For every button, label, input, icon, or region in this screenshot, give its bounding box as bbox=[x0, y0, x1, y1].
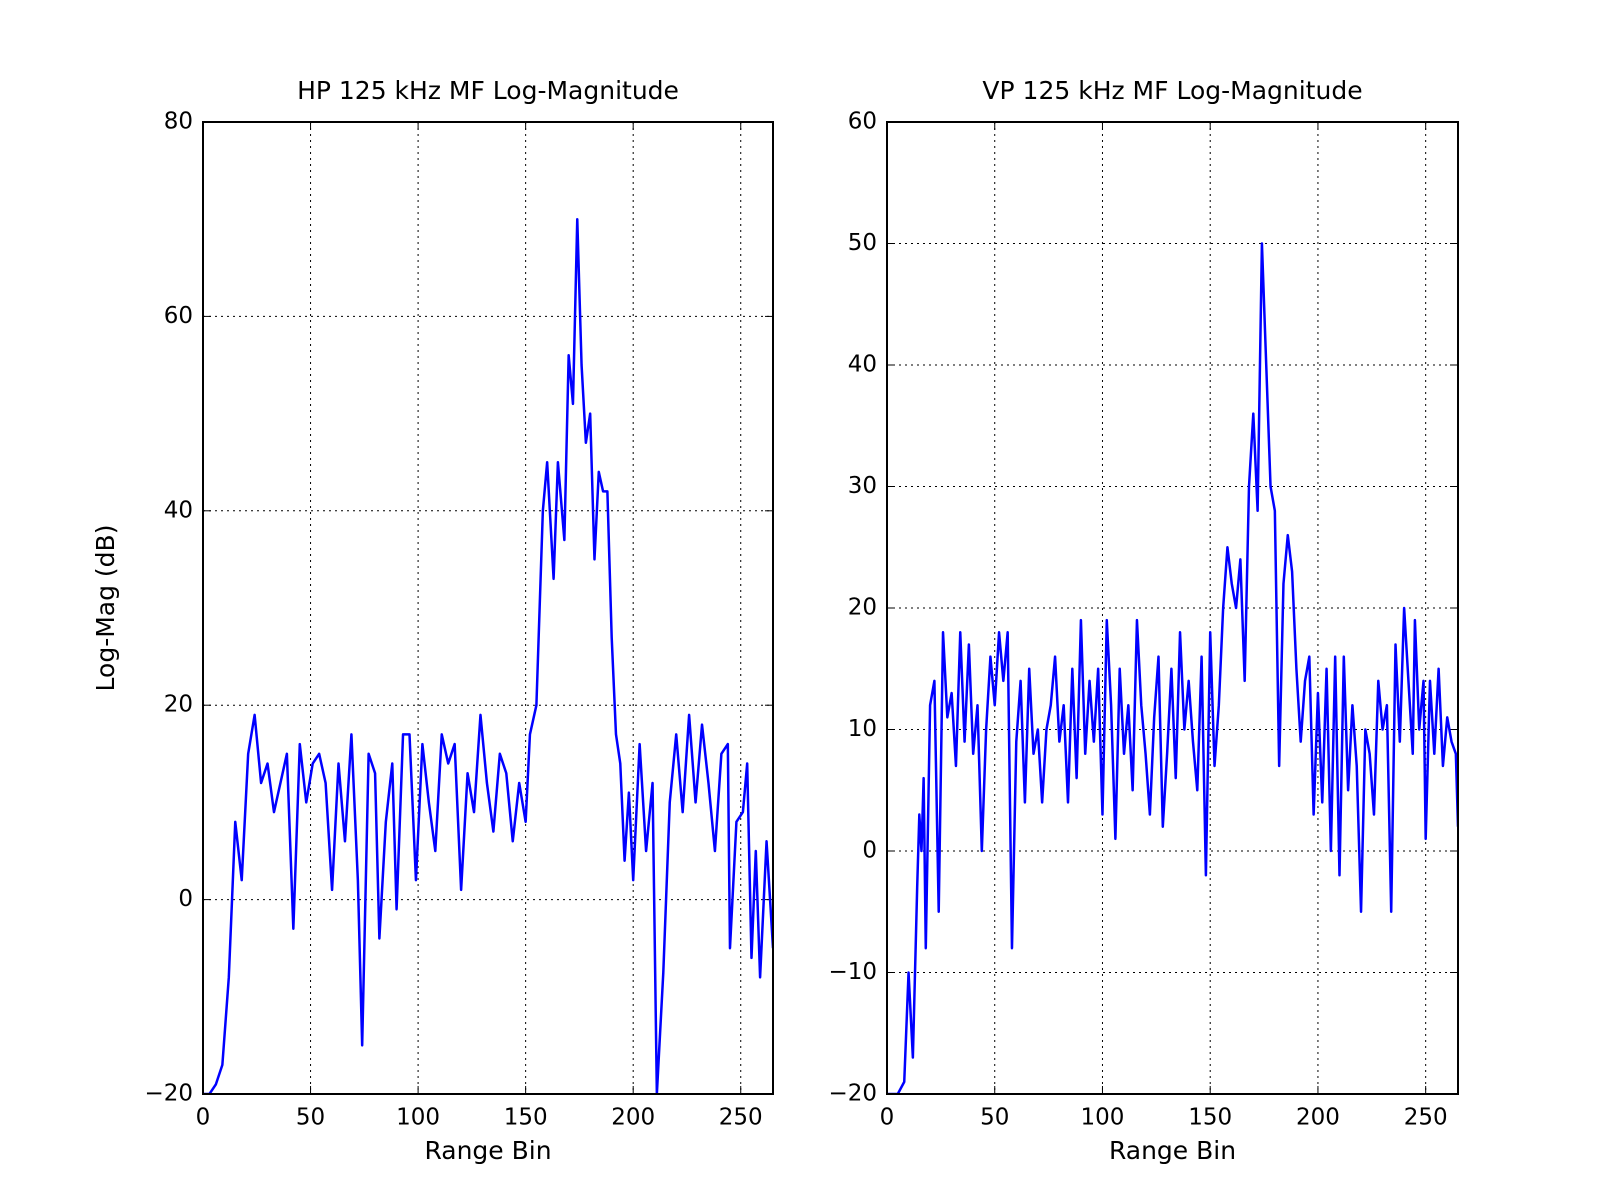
data-line bbox=[203, 217, 773, 1094]
x-tick-label: 200 bbox=[1296, 1105, 1340, 1131]
x-tick-label: 100 bbox=[1081, 1105, 1125, 1131]
x-tick-label: 50 bbox=[296, 1105, 325, 1131]
subplot: HP 125 kHz MF Log-Magnitude−200204060800… bbox=[91, 76, 774, 1165]
y-tick-label: 50 bbox=[848, 230, 877, 256]
y-tick-label: 20 bbox=[164, 692, 193, 718]
x-tick-label: 100 bbox=[396, 1105, 440, 1131]
y-tick-label: 30 bbox=[848, 473, 877, 499]
x-axis-label: Range Bin bbox=[1109, 1136, 1236, 1165]
x-tick-label: 250 bbox=[719, 1105, 763, 1131]
x-tick-label: 200 bbox=[611, 1105, 655, 1131]
chart-title: HP 125 kHz MF Log-Magnitude bbox=[297, 76, 679, 105]
subplot: VP 125 kHz MF Log-Magnitude −20 −10 0 10 20 30… bbox=[828, 76, 1459, 1165]
y-tick-label: −20 bbox=[144, 1081, 193, 1107]
y-tick-label: 0 bbox=[178, 886, 193, 912]
plot-frame bbox=[886, 121, 1459, 1095]
y-tick-label: −10 bbox=[828, 959, 877, 985]
y-axis-label: Log-Mag (dB) bbox=[91, 525, 120, 692]
y-tick-label: −20 bbox=[828, 1081, 877, 1107]
y-tick-label: 80 bbox=[164, 109, 193, 135]
plot-frame bbox=[202, 121, 774, 1095]
x-axis-label: Range Bin bbox=[424, 1136, 551, 1165]
y-tick-label: 60 bbox=[848, 109, 877, 135]
y-tick-label: 20 bbox=[848, 595, 877, 621]
x-tick-label: 150 bbox=[1188, 1105, 1232, 1131]
y-tick-label: 10 bbox=[848, 716, 877, 742]
x-tick-label: 50 bbox=[980, 1105, 1009, 1131]
y-tick-label: 60 bbox=[164, 303, 193, 329]
data-line bbox=[887, 242, 1458, 1094]
chart-title: VP 125 kHz MF Log-Magnitude bbox=[982, 76, 1362, 105]
y-tick-label: 0 bbox=[862, 838, 877, 864]
y-tick-label: 40 bbox=[848, 352, 877, 378]
y-tick-label: 40 bbox=[164, 497, 193, 523]
x-tick-label: 0 bbox=[880, 1105, 895, 1131]
x-tick-label: 150 bbox=[504, 1105, 548, 1131]
x-tick-label: 250 bbox=[1404, 1105, 1448, 1131]
x-tick-label: 0 bbox=[196, 1105, 211, 1131]
